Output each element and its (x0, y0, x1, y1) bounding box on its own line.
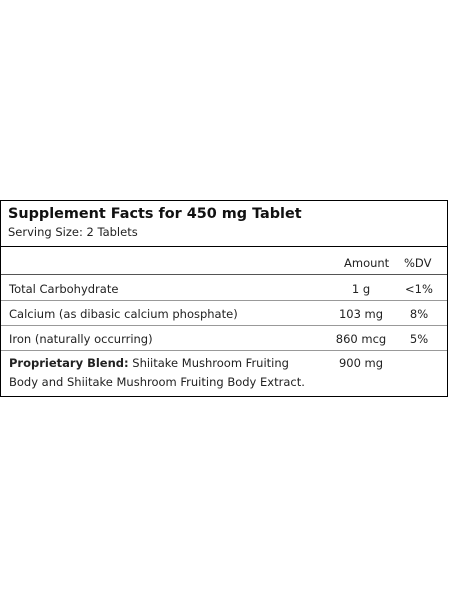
blend-amount: 900 mg (338, 356, 384, 370)
nutrient-amount: 860 mcg (335, 332, 387, 346)
row-divider (1, 325, 447, 326)
nutrient-name: Iron (naturally occurring) (9, 332, 153, 346)
row-divider (1, 350, 447, 351)
facts-title: Supplement Facts for 450 mg Tablet (8, 206, 302, 222)
row-divider (1, 300, 447, 301)
amount-column-header: Amount (344, 256, 390, 270)
nutrient-dv: <1% (405, 282, 433, 296)
header-divider (1, 274, 447, 275)
nutrient-amount: 1 g (351, 282, 371, 296)
serving-size: Serving Size: 2 Tablets (8, 225, 138, 239)
blend-description: Proprietary Blend: Shiitake Mushroom Fru… (9, 354, 314, 392)
blend-label: Proprietary Blend: (9, 356, 129, 370)
blend-text: Shiitake Mushroom Fruiting Body and Shii… (9, 356, 305, 389)
nutrient-dv: 5% (409, 332, 429, 346)
dv-column-header: %DV (404, 256, 432, 270)
nutrient-name: Total Carbohydrate (9, 282, 119, 296)
supplement-facts-panel: Supplement Facts for 450 mg Tablet Servi… (0, 200, 448, 397)
nutrient-dv: 8% (409, 307, 429, 321)
nutrient-amount: 103 mg (338, 307, 384, 321)
facts-header: Supplement Facts for 450 mg Tablet Servi… (1, 201, 447, 247)
nutrient-name: Calcium (as dibasic calcium phosphate) (9, 307, 238, 321)
